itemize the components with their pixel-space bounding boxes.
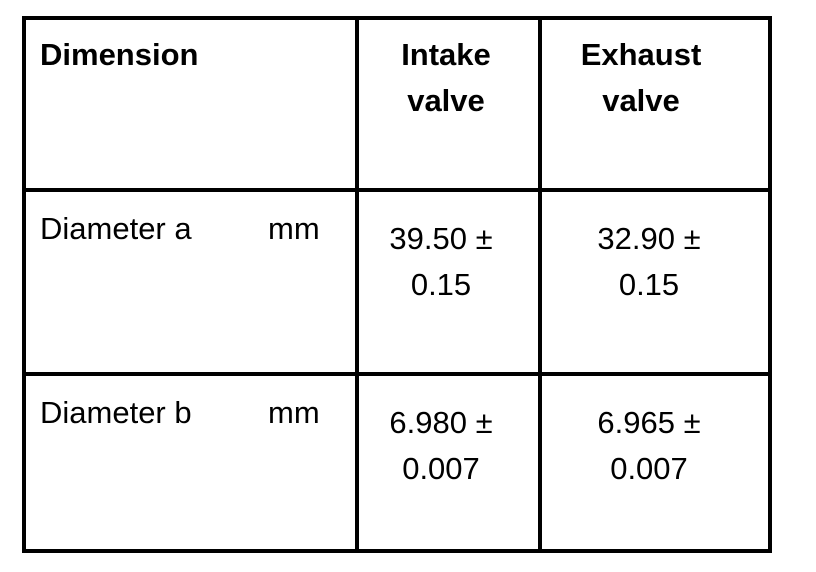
dimension-name: Diameter b xyxy=(40,395,192,430)
value-cell: 6.980 ± 0.007 xyxy=(389,405,493,486)
column-divider xyxy=(355,20,359,549)
spec-table: Dimension Intake valve Exhaust valve Dia… xyxy=(22,16,772,553)
value-cell: 32.90 ± 0.15 xyxy=(597,221,701,302)
value-cell: 6.965 ± 0.007 xyxy=(597,405,701,486)
value-cell: 39.50 ± 0.15 xyxy=(389,221,493,302)
unit: mm xyxy=(268,211,320,246)
row-divider xyxy=(26,188,768,192)
row-divider xyxy=(26,372,768,376)
unit: mm xyxy=(268,395,320,430)
dimension-name: Diameter a xyxy=(40,211,192,246)
header-cell: Intake valve xyxy=(401,37,491,118)
column-divider xyxy=(538,20,542,549)
header-cell: Exhaust valve xyxy=(580,37,702,118)
header-cell: Dimension xyxy=(40,37,199,72)
